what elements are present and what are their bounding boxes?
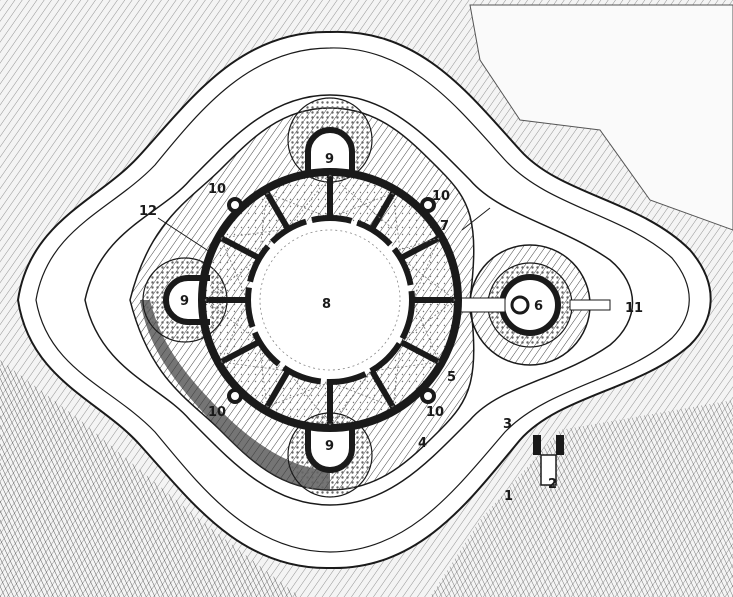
label-9-south: 9 [325, 439, 334, 454]
outer-wall-inner-edge [35, 47, 690, 553]
label-9-north: 9 [325, 152, 334, 167]
leader-line-7 [461, 207, 491, 231]
corner-turrets [227, 197, 436, 404]
label-6: 6 [534, 299, 543, 314]
label-9-west: 9 [180, 294, 189, 309]
keep-vault-ribs [204, 174, 456, 426]
terrain-cliff-southwest [0, 360, 300, 597]
label-4: 4 [418, 436, 427, 451]
label-12: 12 [139, 204, 157, 219]
terrain-rock-northeast [469, 4, 733, 231]
label-11: 11 [625, 301, 643, 316]
label-10-ne: 10 [432, 189, 450, 204]
label-7: 7 [440, 219, 449, 234]
label-8: 8 [322, 297, 331, 312]
barbican-tower-core [510, 295, 530, 315]
keep-courtyard [259, 229, 401, 371]
bridge-east [569, 299, 611, 311]
keep-radial-walls [205, 175, 455, 425]
bridge-to-barbican [454, 297, 506, 313]
label-10-nw: 10 [208, 182, 226, 197]
label-10-sw: 10 [208, 405, 226, 420]
label-1: 1 [504, 489, 513, 504]
leader-line-12 [157, 217, 211, 253]
label-3: 3 [503, 417, 512, 432]
label-5: 5 [447, 370, 456, 385]
label-2: 2 [548, 477, 557, 492]
label-bg-9-north [322, 150, 338, 166]
terrain-rock-southeast [430, 400, 733, 597]
label-10-se: 10 [426, 405, 444, 420]
label-bg-9-south [322, 437, 338, 453]
gatehouse [533, 435, 564, 486]
label-bg-9-west [177, 292, 193, 308]
label-bg-6 [530, 297, 546, 313]
